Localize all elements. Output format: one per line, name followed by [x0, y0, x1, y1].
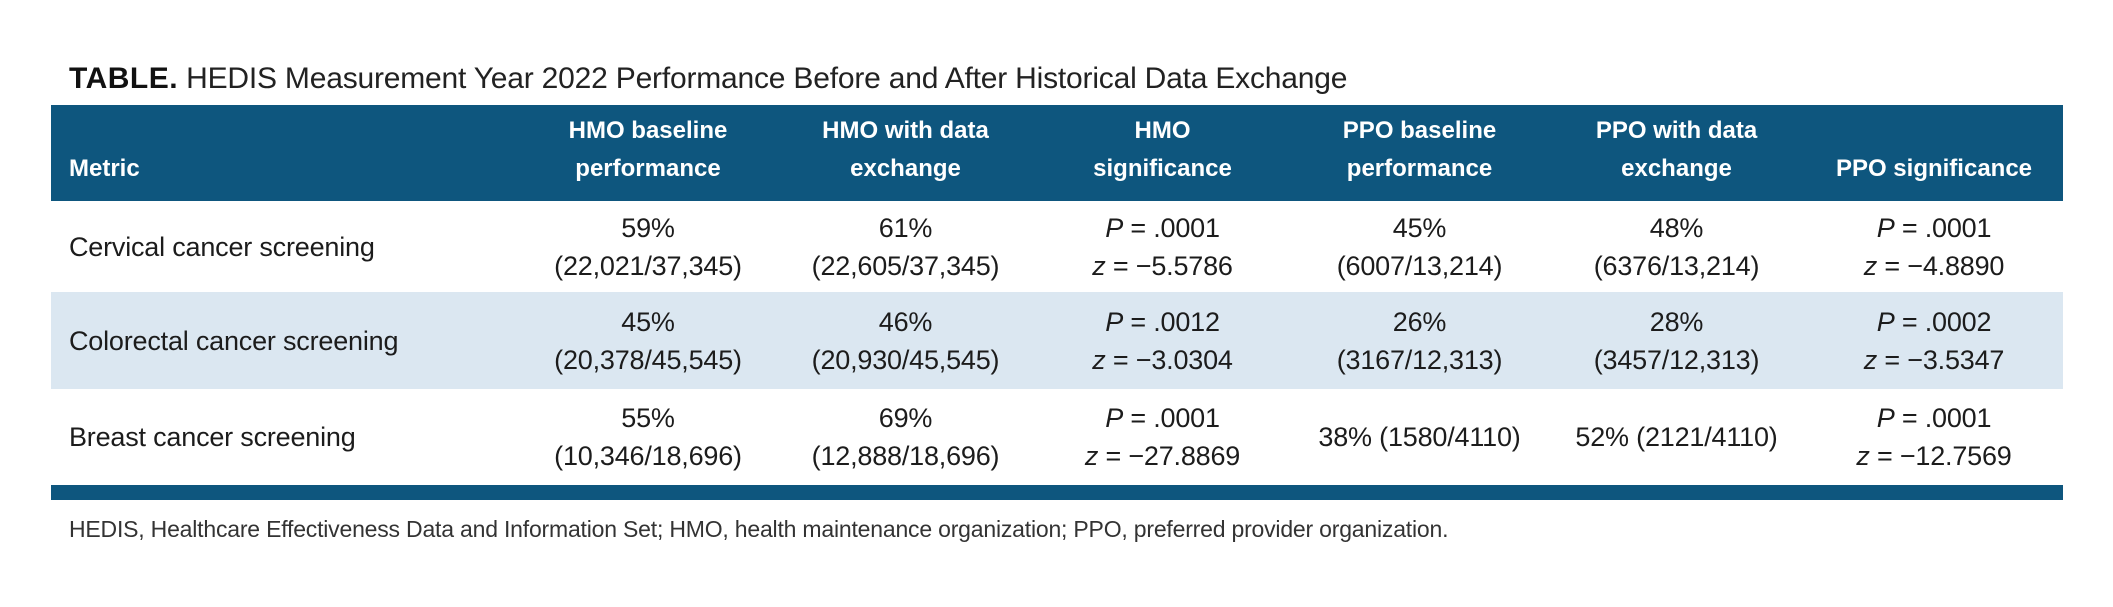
header-cell-hmo-exchange: HMO with data exchange — [777, 105, 1034, 201]
cell-metric: Breast cancer screening — [51, 389, 519, 485]
table-row-breast: Breast cancer screening 55% (10,346/18,6… — [51, 389, 2063, 485]
cell-ppo-baseline: 38% (1580/4110) — [1318, 422, 1521, 452]
header-line2: performance — [575, 155, 721, 182]
table-bottom-bar — [51, 485, 2063, 500]
header-cell-metric: Metric — [51, 105, 519, 201]
cell-hmo-significance: P = .0001 z = −5.5786 — [1092, 212, 1233, 281]
table-row-colorectal: Colorectal cancer screening 45% (20,378/… — [51, 292, 2063, 389]
metric-label: Colorectal cancer screening — [69, 325, 399, 356]
header-line2: significance — [1093, 155, 1232, 182]
metric-label: Breast cancer screening — [69, 422, 356, 452]
header-cell-hmo-significance: HMO significance — [1034, 105, 1291, 201]
table-title-text: HEDIS Measurement Year 2022 Performance … — [186, 62, 1348, 95]
header-cell-ppo-baseline: PPO baseline performance — [1291, 105, 1548, 201]
cell-hmo-exchange: 69% (12,888/18,696) — [811, 403, 1000, 471]
header-line2: exchange — [850, 155, 961, 182]
header-cell-ppo-significance: PPO significance — [1805, 105, 2063, 201]
header-cell-hmo-baseline: HMO baseline performance — [519, 105, 777, 201]
header-line1: HMO — [1134, 117, 1191, 144]
cell-hmo-significance: P = .0001 z = −27.8869 — [1084, 403, 1241, 471]
cell-ppo-exchange: 28% (3457/12,313) — [1593, 306, 1760, 375]
header-line2: exchange — [1621, 155, 1732, 182]
header-line1: HMO with data — [822, 117, 989, 144]
cell-ppo-exchange: 48% (6376/13,214) — [1593, 212, 1760, 281]
header-line1: HMO baseline — [568, 117, 728, 144]
cell-metric: Colorectal cancer screening — [51, 292, 519, 389]
cell-hmo-baseline: 55% (10,346/18,696) — [554, 403, 742, 471]
cell-ppo-significance: P = .0001 z = −4.8890 — [1863, 212, 2005, 281]
cell-hmo-exchange: 61% (22,605/37,345) — [811, 212, 1000, 281]
cell-ppo-significance: P = .0002 z = −3.5347 — [1863, 306, 2005, 375]
cell-hmo-exchange: 46% (20,930/45,545) — [811, 306, 1000, 375]
table-title-label: TABLE. — [69, 62, 179, 95]
cell-metric: Cervical cancer screening — [51, 201, 519, 292]
cell-ppo-baseline: 26% (3167/12,313) — [1336, 306, 1503, 375]
table-footnote: HEDIS, Healthcare Effectiveness Data and… — [69, 516, 1449, 542]
metric-label: Cervical cancer screening — [69, 231, 375, 262]
header-line1: PPO with data — [1595, 117, 1758, 144]
table-title: TABLE. HEDIS Measurement Year 2022 Perfor… — [69, 61, 1347, 97]
header-line1: PPO baseline — [1342, 117, 1497, 144]
cell-ppo-significance: P = .0001 z = −12.7569 — [1856, 403, 2012, 471]
cell-hmo-baseline: 59% (22,021/37,345) — [554, 212, 742, 281]
table-header-row: Metric HMO baseline performance HMO with… — [51, 105, 2063, 201]
hedis-table: Metric HMO baseline performance HMO with… — [51, 105, 2063, 500]
cell-hmo-significance: P = .0012 z = −3.0304 — [1092, 306, 1233, 375]
cell-ppo-exchange: 52% (2121/4110) — [1575, 422, 1778, 452]
header-cell-ppo-exchange: PPO with data exchange — [1548, 105, 1805, 201]
cell-ppo-baseline: 45% (6007/13,214) — [1336, 212, 1503, 281]
header-line2: PPO significance — [1835, 155, 2033, 182]
header-line2: Metric — [69, 155, 140, 182]
cell-hmo-baseline: 45% (20,378/45,545) — [554, 306, 742, 375]
header-line2: performance — [1346, 155, 1493, 182]
table-row-cervical: Cervical cancer screening 59% (22,021/37… — [51, 201, 2063, 292]
